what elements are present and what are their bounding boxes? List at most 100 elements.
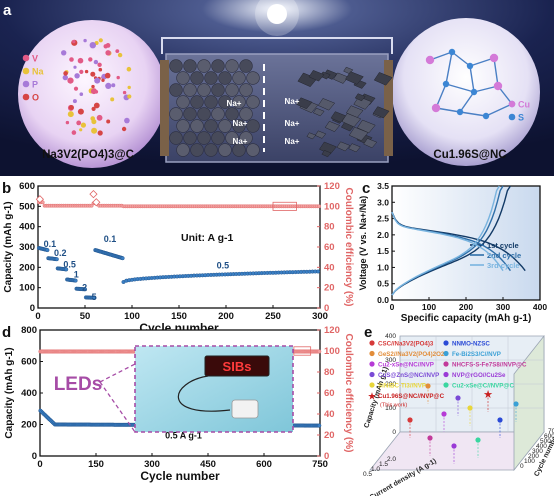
crystal-atom	[77, 108, 84, 115]
electrode-particle	[183, 131, 197, 145]
legend-label-e-1: CSC//Na3V2(PO4)3	[378, 341, 434, 348]
crystal-atom	[77, 57, 84, 64]
panel-d: d 0 150 300 450 600 7500200400600800020406080…	[2, 324, 354, 483]
y-tick-label-b: 600	[19, 181, 35, 192]
sodium-ion-label: Na+	[233, 137, 248, 146]
crystal-atom	[117, 52, 123, 58]
led-cable	[177, 375, 231, 412]
x-tick-label-d: 0	[37, 459, 42, 470]
electrode-shard	[336, 141, 351, 152]
panel-label-d: d	[2, 324, 11, 341]
x-tick-label-b: 50	[80, 311, 91, 322]
rate-label-b: 0.1	[104, 234, 117, 244]
y2-tick-label-d: 100	[324, 346, 340, 357]
capacity-tick-e: 100	[385, 405, 396, 412]
molecule-atom	[431, 103, 441, 113]
callout-lines	[99, 363, 136, 433]
discharge-curve-3	[391, 211, 504, 272]
y-tick-label-b: 100	[19, 283, 35, 294]
electrode-particle	[246, 143, 260, 157]
panel-c: c 0 100 200 300 400 0.0 0.5 1.0 1.5 2.0 2.5 3.0 3.5 S…	[358, 180, 547, 324]
electrode-particle	[204, 119, 218, 133]
capacity-point-b	[92, 295, 97, 300]
y-tick-label-c: 3.0	[377, 197, 389, 207]
rate-label-b: 1	[74, 270, 79, 280]
legend-marker-e-7	[443, 340, 449, 346]
crystal-atom	[79, 128, 83, 132]
x-tick-label-d: 600	[256, 459, 272, 470]
nvp-material-label: Na3V2(PO4)3@C	[42, 149, 134, 161]
electrode-shard	[308, 70, 325, 82]
electrode-particle	[183, 83, 197, 97]
x-tick-label-b: 0	[35, 311, 40, 322]
x-tick-label-c: 100	[422, 302, 436, 312]
electrode-shard	[372, 106, 390, 119]
cus-legend: Cu S	[508, 100, 530, 123]
crystal-atom	[116, 75, 120, 80]
electrode-particle	[218, 95, 232, 109]
electrode-particle	[176, 143, 190, 157]
current-tick-e: 0.5	[363, 471, 372, 478]
rate-label-b: 0.1	[44, 239, 57, 249]
y2-tick-label-d: 20	[324, 430, 335, 441]
crystal-atom	[101, 78, 105, 83]
crystal-atom	[93, 59, 99, 65]
x-tick-label-b: 300	[312, 311, 328, 322]
legend-marker-p	[22, 80, 30, 88]
cycle-tick-e: 300	[532, 448, 543, 455]
rate-label-b: 0.5	[63, 259, 76, 269]
data-point-e-8	[513, 401, 519, 407]
data-point-e-2	[425, 383, 431, 389]
y-tick-label-d: 0	[32, 451, 37, 462]
electrode-shard	[296, 97, 313, 110]
capacity-point-b	[54, 257, 59, 262]
crystal-atom	[94, 77, 101, 84]
data-point-e-11	[475, 437, 481, 443]
capacity-tick-e: 300	[385, 357, 396, 364]
y-tick-label-d: 200	[21, 420, 37, 431]
y2-axis-title-d: Coulombic efficiency (%)	[343, 334, 354, 453]
y-axis-title-b: Capacity (mAh g-1)	[3, 201, 14, 292]
molecule-bond	[451, 51, 471, 67]
crystal-atom	[93, 102, 100, 109]
crystal-atom	[127, 85, 131, 90]
x-tick-label-c: 0	[390, 302, 395, 312]
electrode-particle	[246, 95, 260, 109]
ce-first-cycle-b	[89, 190, 98, 199]
molecule-bond	[445, 51, 453, 85]
legend-label-cu: Cu	[518, 100, 530, 110]
crystal-atom	[80, 122, 86, 128]
legend-marker-s	[508, 113, 516, 121]
legend-label-c-2: 2nd cycle	[487, 251, 521, 260]
side-wall-e	[513, 334, 545, 472]
crystal-atom	[98, 38, 103, 43]
charge-curve-3	[391, 185, 500, 296]
legend-marker-o	[22, 93, 30, 101]
molecule-atom	[482, 112, 490, 120]
electrode-shard	[330, 111, 347, 123]
ce-point-b	[40, 200, 45, 205]
legend-label-e-5: SiNiBC-Ti3//NVP	[378, 383, 426, 390]
y-tick-label-d: 600	[21, 357, 37, 368]
data-point-e-1	[407, 417, 413, 423]
nvp-sphere	[18, 20, 166, 168]
crystal-atom	[67, 111, 74, 118]
y-tick-label-c: 3.5	[377, 181, 389, 191]
legend-marker-e-2	[369, 350, 375, 357]
x-tick-label-b: 250	[265, 311, 281, 322]
legend-marker-e-5	[369, 382, 375, 388]
crystal-atom	[97, 130, 103, 136]
electrode-shard	[356, 119, 376, 134]
sodium-ion-label: Na+	[285, 137, 300, 146]
legend-label-e-9: NHCFS-S-Fe7S8//NVP@C	[452, 362, 527, 369]
crystal-atom	[61, 50, 67, 56]
crystal-atom	[72, 99, 77, 104]
y2-tick-label-d: 0	[324, 451, 329, 462]
electrode-particle	[169, 131, 183, 145]
rate-label-b: 0.5	[217, 260, 230, 270]
crystal-atom	[111, 83, 116, 88]
y2-tick-label-d: 120	[324, 325, 340, 336]
cathode-particles	[169, 59, 260, 157]
data-point-e-9	[427, 435, 433, 441]
data-point-e-10	[451, 443, 457, 449]
